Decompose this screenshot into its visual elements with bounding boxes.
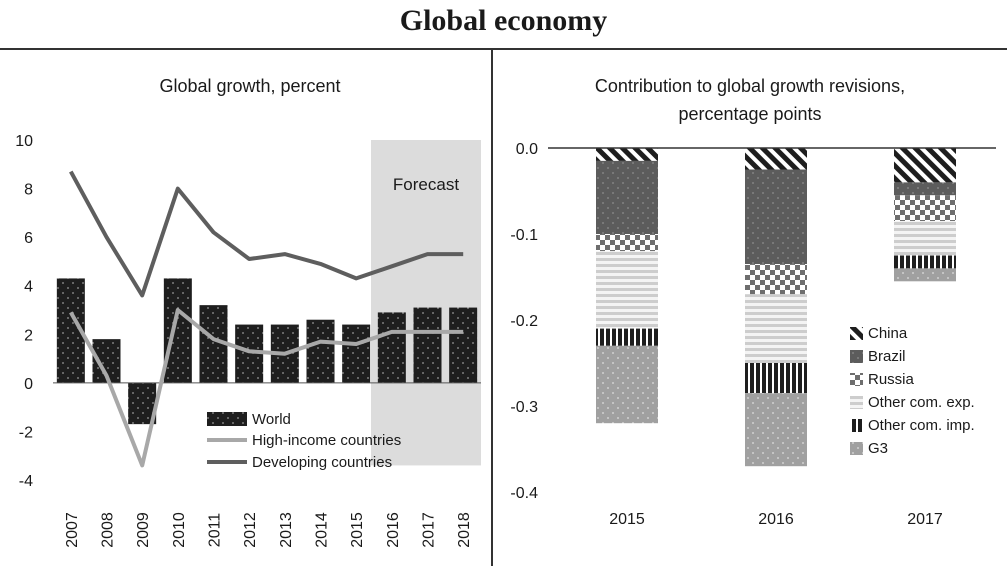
high-income-countries-line — [69, 308, 464, 468]
growth-revisions-chart: Contribution to global growth revisions,… — [510, 76, 996, 528]
left-x-tick-2010: 2010 — [171, 512, 188, 548]
left-x-tick-2018: 2018 — [456, 512, 473, 548]
bar-2015-brazil — [596, 160, 658, 234]
bar-2016-other-com-imp — [745, 363, 807, 394]
title-divider — [0, 48, 1007, 50]
right-y-tick-0-3: -0.3 — [510, 399, 538, 416]
bar-2016-g3 — [745, 393, 807, 467]
left-x-tick-2009: 2009 — [135, 512, 152, 548]
bar-2016-china — [745, 148, 807, 170]
right-y-tick-0-1: -0.1 — [510, 227, 538, 244]
panel-divider — [491, 48, 493, 566]
right-chart-title-line1: Contribution to global growth revisions, — [595, 76, 905, 96]
left-y-tick-0: 0 — [24, 376, 33, 393]
right-chart-title-line2: percentage points — [678, 104, 821, 124]
legend-key-brazil — [850, 350, 863, 363]
legend-label-g3: G3 — [868, 440, 888, 457]
legend-label-other-com-exp: Other com. exp. — [868, 394, 975, 411]
left-y-tick-10: 10 — [15, 133, 33, 150]
legend-label-russia: Russia — [868, 371, 915, 388]
legend-label-developing: Developing countries — [252, 454, 392, 471]
left-x-tick-2016: 2016 — [385, 512, 402, 548]
left-y-tick-4: 4 — [24, 279, 33, 296]
bar-2017-brazil — [894, 182, 956, 196]
bar-2016-other-com-exp — [745, 294, 807, 363]
left-y-tick-4: -4 — [19, 473, 33, 490]
world-bar-2017 — [413, 307, 442, 383]
legend-label-other-com-imp: Other com. imp. — [868, 417, 975, 434]
left-x-tick-2012: 2012 — [242, 512, 259, 548]
legend-key-world — [207, 412, 247, 426]
forecast-shading — [371, 140, 481, 466]
right-y-tick-0-2: -0.2 — [510, 313, 538, 330]
bar-2016-brazil — [745, 169, 807, 265]
world-bar-2015 — [342, 324, 371, 383]
bar-2015-russia — [596, 234, 658, 252]
left-legend: World High-income countries Developing c… — [207, 411, 401, 471]
left-x-tick-2007: 2007 — [64, 512, 81, 548]
left-x-tick-2013: 2013 — [278, 512, 295, 548]
legend-label-brazil: Brazil — [868, 348, 906, 365]
left-x-tick-2008: 2008 — [100, 512, 117, 548]
bar-2015-other-com-exp — [596, 251, 658, 329]
legend-key-g3 — [850, 442, 863, 455]
right-y-tick-0-4: -0.4 — [510, 485, 538, 502]
bar-2015-china — [596, 148, 658, 161]
bar-2017-other-com-imp — [894, 255, 956, 269]
bar-2015-other-com-imp — [596, 328, 658, 346]
legend-key-russia — [850, 373, 863, 386]
left-x-tick-2015: 2015 — [349, 512, 366, 548]
forecast-label: Forecast — [393, 175, 459, 194]
bar-2017-other-com-exp — [894, 221, 956, 256]
bar-2017-russia — [894, 195, 956, 222]
left-x-tick-2014: 2014 — [314, 512, 331, 548]
legend-label-world: World — [252, 411, 291, 428]
page-title: Global economy — [399, 4, 608, 37]
left-x-tick-2017: 2017 — [421, 512, 438, 548]
world-bar-2010 — [163, 278, 192, 383]
left-y-tick-2: -2 — [19, 424, 33, 441]
left-y-tick-2: 2 — [24, 327, 33, 344]
right-y-tick-0-0: 0.0 — [516, 141, 538, 158]
right-x-tick-2017: 2017 — [907, 511, 943, 528]
left-chart-title: Global growth, percent — [159, 76, 340, 96]
legend-label-high-income: High-income countries — [252, 432, 401, 449]
bar-2016-russia — [745, 264, 807, 295]
legend-label-china: China — [868, 325, 908, 342]
bar-2015-g3 — [596, 345, 658, 424]
world-bar-2014 — [306, 319, 335, 383]
left-x-tick-2011: 2011 — [207, 513, 224, 548]
right-x-tick-2016: 2016 — [758, 511, 794, 528]
developing-countries-line — [69, 170, 464, 298]
world-bar-2016 — [377, 312, 406, 383]
legend-key-china — [850, 327, 863, 340]
global-growth-chart: Forecast Global growth, percent 10 8 6 4 2 0 -… — [15, 76, 481, 548]
left-y-tick-6: 6 — [24, 230, 33, 247]
right-legend: China Brazil Russia Other com. exp. Other co… — [850, 325, 975, 457]
right-x-tick-2015: 2015 — [609, 511, 645, 528]
bar-2017-g3 — [894, 268, 956, 282]
world-bar-2018 — [449, 307, 478, 383]
legend-key-other-com-exp — [850, 396, 863, 409]
left-y-tick-8: 8 — [24, 182, 33, 199]
legend-key-other-com-imp — [850, 419, 863, 432]
bar-2017-china — [894, 148, 956, 183]
